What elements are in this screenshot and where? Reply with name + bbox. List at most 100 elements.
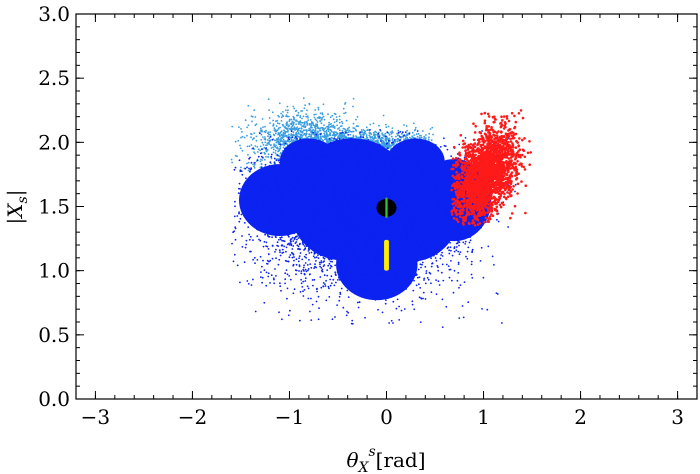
data-point [416,130,419,132]
data-point [295,273,297,276]
data-point [408,153,410,156]
data-point [330,207,333,210]
data-point [369,129,371,131]
data-point [320,126,323,129]
data-point [347,278,349,281]
data-point [260,127,262,130]
data-point [397,171,400,174]
data-point [347,160,350,162]
data-point [316,117,319,119]
data-point [240,127,242,130]
data-point [330,282,333,285]
data-point [445,202,447,205]
data-point [337,127,339,130]
data-point [247,282,250,285]
data-point [277,138,280,141]
data-point [257,148,260,151]
data-point [386,131,389,134]
data-point [273,127,276,130]
data-point [344,276,347,279]
data-point [303,107,306,110]
data-point [240,166,242,169]
data-point [250,144,253,146]
data-point [259,160,262,163]
data-point [375,131,378,134]
data-point [254,176,257,179]
data-point [311,173,314,176]
data-point [395,275,398,277]
data-point [329,196,332,199]
data-point [348,153,350,156]
data-point [265,129,267,132]
data-point [356,232,359,235]
data-point [280,116,283,119]
data-point [331,260,333,263]
data-point [325,279,327,282]
data-point [286,124,289,126]
data-point [329,125,332,128]
data-point [314,263,316,266]
data-point [352,193,355,196]
data-point [334,236,337,239]
data-point [240,136,242,139]
data-point [323,118,326,121]
data-point [337,266,339,269]
data-point [277,136,280,139]
data-point [417,132,420,135]
data-point [340,218,343,221]
data-point [425,272,428,275]
data-point [460,225,463,228]
data-point [355,118,357,121]
data-point [328,296,331,298]
data-point [386,272,389,275]
data-point [364,316,366,319]
data-point [255,139,258,142]
data-point [263,301,266,304]
data-point [253,165,255,168]
data-point [323,220,325,223]
data-point [293,126,296,128]
data-point [435,253,438,256]
data-point [316,158,319,161]
data-point [411,248,414,251]
data-point [461,227,463,230]
data-point [435,159,438,162]
data-point [381,170,384,173]
data-point [285,246,288,249]
data-point [375,140,378,143]
data-point [368,288,371,291]
data-point [266,142,269,145]
data-point [344,198,347,201]
data-point [350,248,352,251]
data-point [362,210,365,212]
data-point [333,121,336,124]
data-point [432,133,434,136]
data-point [323,233,326,236]
data-point [347,296,350,298]
data-point [359,262,361,265]
data-point [287,137,290,139]
data-point [413,129,416,132]
data-point [367,275,370,277]
data-point [401,272,403,274]
data-point [303,169,305,172]
data-point [350,271,352,274]
data-point [253,256,256,259]
data-point [418,235,421,238]
data-point [357,261,359,264]
data-point [337,217,340,220]
data-point [354,177,357,180]
data-point [416,254,419,256]
data-point [387,125,390,128]
data-point [243,185,246,188]
data-point [404,173,407,176]
data-point [437,180,440,183]
data-point [404,143,407,146]
data-point [267,135,269,138]
data-point [293,116,295,119]
data-point [281,198,283,201]
data-point [241,173,244,176]
data-point [297,121,300,123]
data-point [297,129,300,132]
data-point [271,138,274,141]
